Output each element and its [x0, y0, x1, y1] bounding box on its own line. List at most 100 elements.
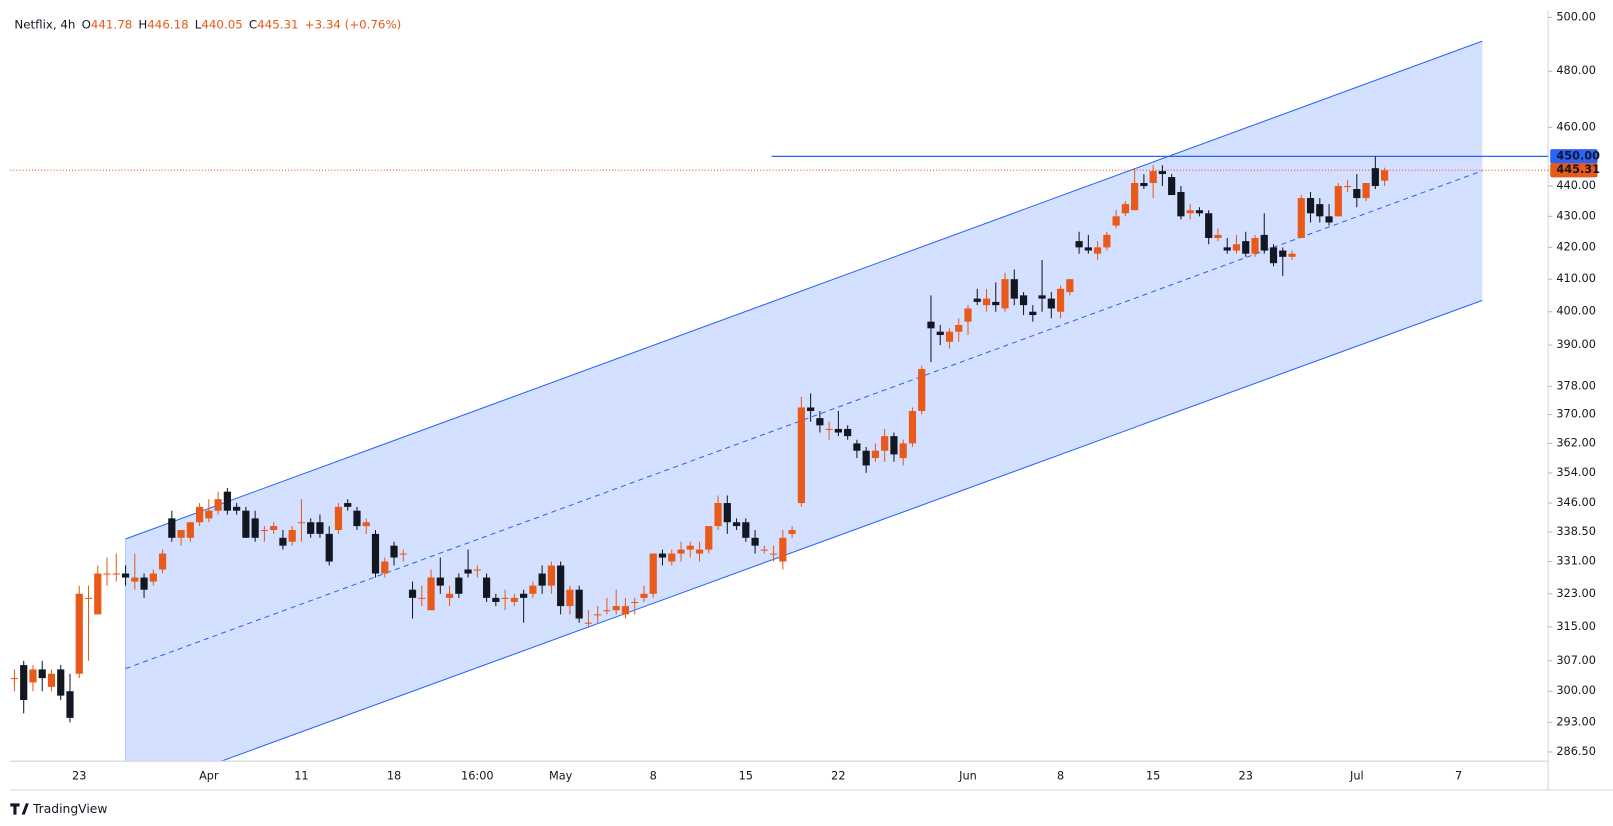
candle-body	[196, 506, 204, 523]
candle-body	[1242, 241, 1250, 254]
candle-body	[168, 518, 176, 538]
candle-body	[1269, 247, 1278, 264]
legend-value: 441.78	[91, 17, 132, 31]
candle-body	[1186, 210, 1194, 214]
candle-body	[1325, 216, 1333, 223]
candle-body	[131, 577, 139, 582]
candle-body	[779, 537, 787, 562]
candle-body	[307, 522, 315, 534]
candle-body	[75, 593, 83, 674]
candle-body	[927, 321, 935, 329]
chart-header: Netflix, 4h O441.78 H446.18 L440.05 C445.31 +…	[14, 17, 401, 31]
channel-lower	[219, 299, 1483, 762]
legend-key: C	[249, 17, 257, 31]
candle-body	[1103, 234, 1111, 248]
candle-body	[853, 443, 861, 451]
candle-body	[492, 597, 500, 602]
candle-body	[594, 614, 602, 616]
candle-body	[918, 369, 926, 412]
candle-body	[1066, 279, 1074, 293]
candle-body	[57, 669, 65, 696]
candle-body	[436, 577, 444, 586]
x-tick-label: 8	[1057, 770, 1064, 783]
y-tick-label: 362.00	[1556, 436, 1596, 449]
candle-body	[1279, 250, 1287, 257]
candle-body	[1131, 183, 1139, 211]
y-tick-label: 420.00	[1556, 240, 1596, 253]
candle-body	[1334, 186, 1342, 217]
candle-body	[816, 418, 824, 426]
y-tick-label: 331.00	[1556, 555, 1596, 568]
candle-body	[455, 577, 463, 594]
candle-body	[1121, 204, 1129, 214]
candle-body	[1362, 183, 1370, 199]
x-tick-label: 8	[650, 770, 657, 783]
candle-body	[1316, 204, 1324, 217]
candle-body	[112, 573, 120, 575]
y-tick-label: 300.00	[1556, 684, 1596, 697]
y-tick-label: 286.50	[1556, 745, 1596, 758]
candle-body	[482, 577, 491, 598]
candle-body	[834, 428, 842, 433]
candle-body	[1380, 170, 1389, 181]
x-tick-label: 15	[739, 770, 753, 783]
candle-body	[1306, 198, 1315, 214]
candle-body	[695, 549, 704, 554]
candle-body	[1010, 279, 1018, 299]
candle-body	[103, 573, 111, 575]
brand-icon	[10, 803, 29, 815]
x-tick-label: 22	[831, 770, 845, 783]
x-tick-label: 16:00	[461, 770, 494, 783]
legend-value: 440.05	[201, 17, 242, 31]
candle-body	[270, 526, 278, 531]
candle-body	[621, 606, 630, 615]
candle-body	[186, 522, 194, 538]
candle-body	[1001, 279, 1009, 309]
candle-body	[603, 610, 611, 612]
candle-body	[399, 553, 407, 555]
legend-key: L	[195, 17, 202, 31]
candle-body	[862, 450, 870, 466]
y-tick-label: 315.00	[1556, 620, 1596, 633]
candle-body	[658, 553, 667, 558]
candle-body	[10, 678, 19, 680]
candle-body	[705, 526, 713, 550]
candle-body	[445, 593, 454, 598]
brand-name: TradingView	[32, 802, 108, 816]
candle-body	[334, 506, 343, 531]
candle-body	[1149, 171, 1157, 184]
y-tick-label: 323.00	[1556, 587, 1596, 600]
candle-body	[288, 530, 296, 542]
x-tick-label: Jul	[1349, 770, 1364, 783]
candle-body	[955, 324, 963, 332]
candle-body	[557, 565, 565, 607]
candle-body	[881, 436, 889, 451]
x-tick-label: 11	[294, 770, 308, 783]
candle-body	[788, 530, 796, 534]
candle-body	[1047, 298, 1055, 309]
candle-body	[381, 561, 389, 574]
candle-body	[1343, 186, 1352, 188]
candle-body	[899, 443, 907, 459]
candle-body	[1371, 168, 1379, 187]
candle-body	[760, 549, 768, 551]
legend-key: O	[82, 17, 91, 31]
candle-body	[723, 503, 731, 523]
candle-body	[871, 450, 880, 459]
candle-body	[936, 331, 944, 336]
candle-body	[325, 533, 333, 562]
symbol: Netflix, 4h	[14, 17, 75, 31]
candle-body	[353, 510, 361, 527]
y-tick-label: 410.00	[1556, 272, 1596, 285]
candle-body	[214, 499, 222, 511]
candle-body	[149, 573, 157, 582]
candle-body	[390, 545, 398, 558]
candle-body	[158, 553, 167, 570]
brand: TradingView	[10, 802, 107, 816]
candle-body	[464, 569, 472, 574]
candle-body	[908, 411, 917, 444]
candle-body	[1232, 244, 1241, 251]
price-label: 445.31	[1556, 163, 1600, 176]
